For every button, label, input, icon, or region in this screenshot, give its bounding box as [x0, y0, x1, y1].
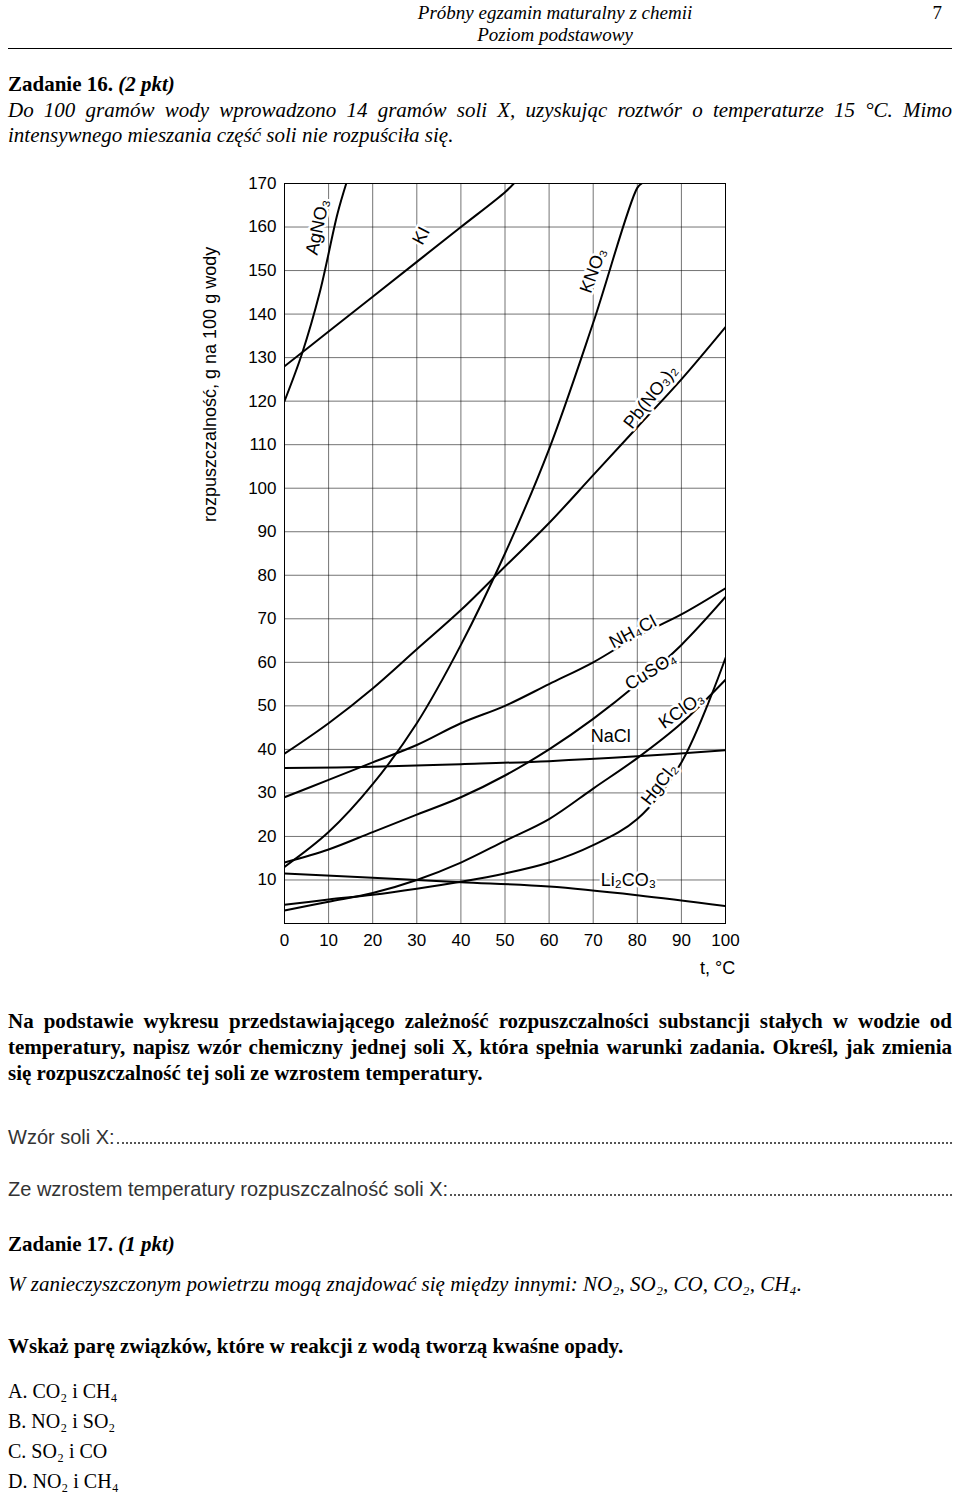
svg-text:100: 100 — [711, 931, 739, 950]
svg-text:KClO₃: KClO₃ — [655, 687, 708, 732]
svg-text:70: 70 — [258, 609, 277, 628]
svg-text:60: 60 — [540, 931, 559, 950]
svg-text:110: 110 — [249, 435, 276, 454]
html-text:W zanieczyszczonym powietrzu m: W zanieczyszczonym powietrzu mogą znajdo… — [8, 1272, 802, 1296]
svg-text:80: 80 — [628, 931, 647, 950]
html-text:D. NO₂ i CH₄: D. NO₂ i CH₄ — [8, 1470, 119, 1492]
svg-text:90: 90 — [258, 522, 277, 541]
svg-text:Pb(NO₃)₂: Pb(NO₃)₂ — [619, 361, 681, 433]
html-text:Zadanie 17. (1 pkt): Zadanie 17. (1 pkt) — [8, 1232, 175, 1256]
svg-text:150: 150 — [248, 261, 276, 280]
svg-text:Li₂CO₃: Li₂CO₃ — [601, 870, 656, 890]
svg-text:140: 140 — [248, 305, 276, 324]
svg-text:170: 170 — [248, 174, 276, 193]
html-text:Poziom podstawowy: Poziom podstawowy — [477, 24, 633, 45]
svg-text:NaCl: NaCl — [591, 726, 631, 746]
svg-text:90: 90 — [672, 931, 691, 950]
svg-text:30: 30 — [407, 931, 426, 950]
html-text:rozpuszczalność, g na 100 g wo: rozpuszczalność, g na 100 g wody — [200, 246, 220, 522]
svg-text:40: 40 — [451, 931, 470, 950]
svg-text:40: 40 — [258, 740, 277, 759]
html-text:Wskaż parę związków, które w r: Wskaż parę związków, które w reakcji z w… — [8, 1334, 624, 1358]
svg-text:60: 60 — [258, 653, 277, 672]
svg-text:10: 10 — [319, 931, 338, 950]
svg-text:KI: KI — [408, 223, 434, 247]
svg-text:30: 30 — [258, 783, 277, 802]
svg-text:AgNO₃: AgNO₃ — [302, 197, 333, 256]
svg-text:120: 120 — [248, 392, 276, 411]
html-text:Próbny egzamin maturalny z che: Próbny egzamin maturalny z chemii — [417, 2, 693, 23]
html-text:7: 7 — [932, 2, 942, 23]
svg-text:20: 20 — [258, 827, 277, 846]
svg-text:0: 0 — [280, 931, 289, 950]
html-text:t, °C: t, °C — [700, 958, 736, 978]
html-text:Ze wzrostem temperatury rozpus: Ze wzrostem temperatury rozpuszczalność … — [8, 1178, 449, 1200]
svg-text:50: 50 — [496, 931, 515, 950]
svg-text:130: 130 — [248, 348, 276, 367]
svg-text:80: 80 — [258, 566, 277, 585]
svg-text:20: 20 — [363, 931, 382, 950]
html-text:Na podstawie wykresu przedstaw: Na podstawie wykresu przedstawiającego z… — [8, 1009, 952, 1085]
svg-text:KNO₃: KNO₃ — [576, 245, 611, 295]
svg-text:70: 70 — [584, 931, 603, 950]
svg-text:HgCl₂: HgCl₂ — [637, 759, 682, 808]
html-text:Wzór soli X:: Wzór soli X: — [8, 1126, 115, 1148]
svg-text:50: 50 — [258, 696, 277, 715]
svg-text:NH₄Cl: NH₄Cl — [606, 611, 660, 652]
svg-text:10: 10 — [258, 870, 277, 889]
html-text:A. CO₂ i CH₄: A. CO₂ i CH₄ — [8, 1380, 118, 1402]
html-text:Do 100 gramów wody wprowadzono: Do 100 gramów wody wprowadzono 14 gramów… — [8, 98, 952, 147]
svg-text:100: 100 — [248, 479, 276, 498]
svg-text:160: 160 — [248, 217, 276, 236]
html-text:C. SO₂ i CO: C. SO₂ i CO — [8, 1440, 108, 1462]
html-text:Zadanie 16. (2 pkt): Zadanie 16. (2 pkt) — [8, 72, 175, 96]
svg-text:CuSO₄: CuSO₄ — [621, 647, 679, 694]
html-text:B. NO₂ i SO₂: B. NO₂ i SO₂ — [8, 1410, 116, 1432]
